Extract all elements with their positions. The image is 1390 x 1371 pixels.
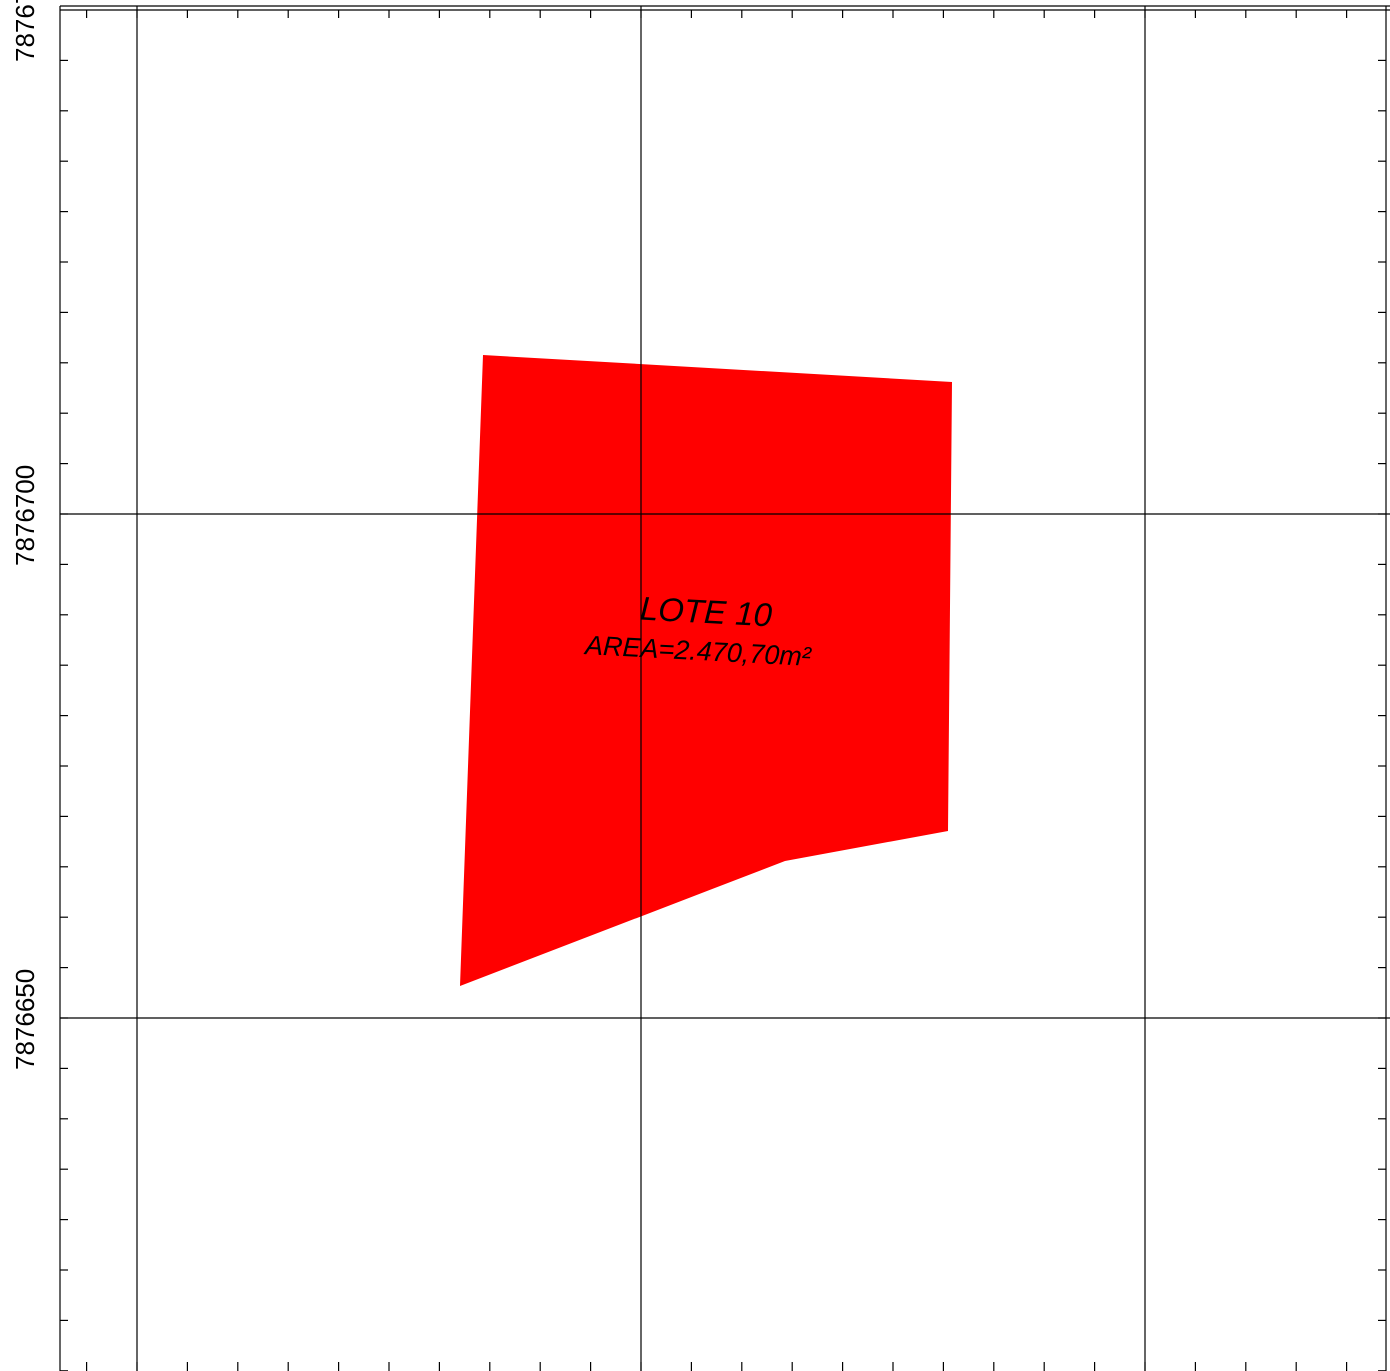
- tick-marks: [60, 10, 1386, 1371]
- lot-10-parcel[interactable]: [460, 355, 952, 986]
- northing-label-top: 7876750: [10, 0, 40, 62]
- lot-name-label: LOTE 10: [639, 590, 773, 634]
- map-frame: [59, 5, 1390, 1371]
- northing-label-bottom: 7876650: [10, 969, 40, 1070]
- grid-lines: [60, 6, 1390, 1371]
- northing-label-middle: 7876700: [10, 465, 40, 566]
